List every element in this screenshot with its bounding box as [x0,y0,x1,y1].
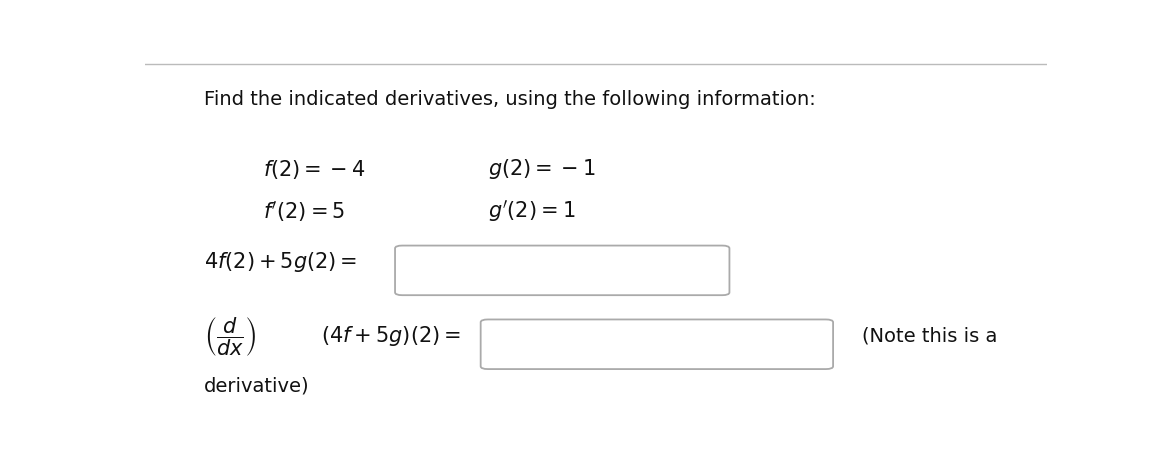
Text: (Note this is a: (Note this is a [862,327,998,346]
FancyBboxPatch shape [395,245,729,295]
Text: $4f(2) + 5g(2) =$: $4f(2) + 5g(2) =$ [204,250,357,275]
Text: $(4f + 5g)(2)=$: $(4f + 5g)(2)=$ [321,324,462,348]
FancyBboxPatch shape [480,319,833,369]
Text: $g'(2) = 1$: $g'(2) = 1$ [488,198,576,224]
Text: Find the indicated derivatives, using the following information:: Find the indicated derivatives, using th… [204,90,815,109]
Text: $f(2) = -4$: $f(2) = -4$ [263,158,365,181]
Text: $f'(2) = 5$: $f'(2) = 5$ [263,199,344,224]
Text: derivative): derivative) [204,376,309,395]
Text: $g(2) = -1$: $g(2) = -1$ [488,157,595,181]
Text: $\left(\dfrac{d}{dx}\right)$: $\left(\dfrac{d}{dx}\right)$ [204,315,256,358]
